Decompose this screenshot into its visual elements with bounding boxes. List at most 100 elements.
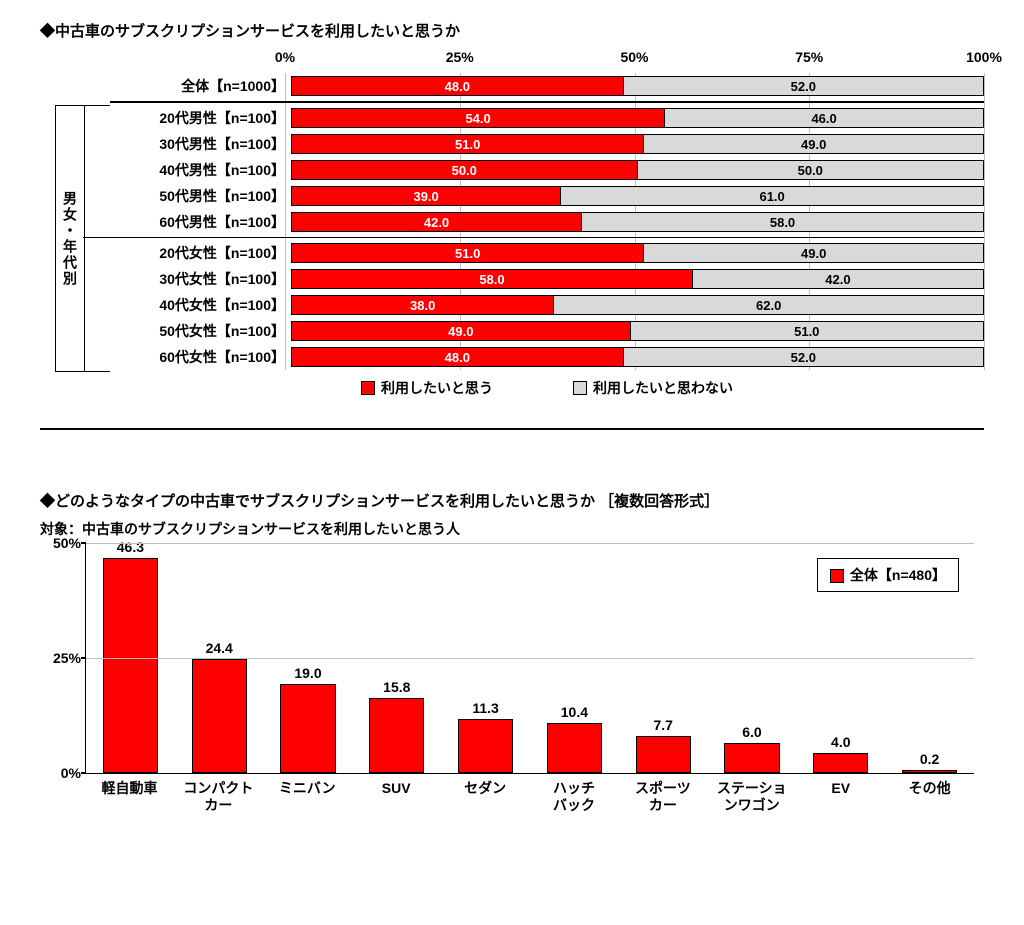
chart1-legend-item-2: 利用したいと思わない xyxy=(573,378,733,398)
chart1-row: 60代男性【n=100】42.058.0 xyxy=(110,209,984,235)
chart1-bar: 49.051.0 xyxy=(291,321,984,341)
chart1-segment-no: 52.0 xyxy=(624,347,984,367)
chart2-bar-value: 24.4 xyxy=(206,640,233,656)
chart2-bar: 10.4 xyxy=(547,723,602,773)
chart2-bar-value: 15.8 xyxy=(383,679,410,695)
chart1-segment-no: 46.0 xyxy=(665,108,984,128)
chart2-x-label: セダン xyxy=(441,774,530,814)
chart1-bar: 38.062.0 xyxy=(291,295,984,315)
chart2-bar: 24.4 xyxy=(192,659,247,773)
chart1-legend-item-1: 利用したいと思う xyxy=(361,378,493,398)
chart2-bar: 46.3 xyxy=(103,558,158,773)
chart1-row: 20代女性【n=100】51.049.0 xyxy=(110,240,984,266)
chart1-segment-no: 62.0 xyxy=(554,295,984,315)
chart2-x-labels: 軽自動車コンパクトカーミニバンSUVセダンハッチバックスポーツカーステーションワ… xyxy=(85,774,974,814)
chart1-xtick: 25% xyxy=(446,49,474,65)
chart1-row-label: 50代男性【n=100】 xyxy=(110,186,291,206)
chart1-row: 60代女性【n=100】48.052.0 xyxy=(110,344,984,370)
chart1-xtick: 50% xyxy=(620,49,648,65)
chart2-ytick: 0% xyxy=(41,765,81,781)
chart2-bar-value: 46.3 xyxy=(117,539,144,555)
legend-swatch-gray xyxy=(573,381,587,395)
chart2-bar: 15.8 xyxy=(369,698,424,773)
chart2-bar: 6.0 xyxy=(724,743,779,773)
chart1-segment-yes: 48.0 xyxy=(291,347,624,367)
chart1-xtick: 100% xyxy=(966,49,1002,65)
chart1-x-axis: 0%25%50%75%100% xyxy=(110,49,984,73)
chart2-subtitle: 対象：中古車のサブスクリプションサービスを利用したいと思う人 xyxy=(40,519,984,539)
chart1-wrap: 0%25%50%75%100% 男女・年代別 全体【n=1000】48.052.… xyxy=(110,49,984,398)
chart1-segment-no: 58.0 xyxy=(582,212,984,232)
chart1-xtick: 0% xyxy=(275,49,295,65)
chart2-bar-value: 4.0 xyxy=(831,734,850,750)
chart1-row: 30代男性【n=100】51.049.0 xyxy=(110,131,984,157)
chart1-row-label: 60代男性【n=100】 xyxy=(110,212,291,232)
chart2-plot: 全体【n=480】 46.324.419.015.811.310.47.76.0… xyxy=(85,543,974,774)
chart1-section: ◆中古車のサブスクリプションサービスを利用したいと思うか 0% 25% 50% 75%… xyxy=(40,20,984,398)
chart1-segment-yes: 54.0 xyxy=(291,108,665,128)
chart1-row: 20代男性【n=100】54.046.0 xyxy=(110,105,984,131)
chart1-segment-yes: 49.0 xyxy=(291,321,631,341)
chart2-x-label: スポーツカー xyxy=(618,774,707,814)
chart1-row: 40代男性【n=100】50.050.0 xyxy=(110,157,984,183)
chart2-x-label: SUV xyxy=(352,774,441,814)
chart1-row-label: 40代女性【n=100】 xyxy=(110,295,291,315)
chart1-group-label: 男女・年代別 xyxy=(55,105,85,372)
chart2-section: ◆どのようなタイプの中古車でサブスクリプションサービスを利用したいと思うか ［複… xyxy=(40,490,984,814)
chart2-x-label: ミニバン xyxy=(263,774,352,814)
chart1-row: 50代女性【n=100】49.051.0 xyxy=(110,318,984,344)
legend-label: 利用したいと思わない xyxy=(593,378,733,398)
chart1-row: 全体【n=1000】48.052.0 xyxy=(110,73,984,99)
chart1-bar: 39.061.0 xyxy=(291,186,984,206)
chart1-segment-no: 49.0 xyxy=(644,243,984,263)
chart1-segment-no: 52.0 xyxy=(624,76,984,96)
chart2-x-label: 軽自動車 xyxy=(85,774,174,814)
chart1-row-label: 30代女性【n=100】 xyxy=(110,269,291,289)
section-divider xyxy=(40,428,984,430)
chart1-segment-no: 50.0 xyxy=(638,160,985,180)
chart1-segment-yes: 58.0 xyxy=(291,269,693,289)
chart1-segment-no: 49.0 xyxy=(644,134,984,154)
chart1-bar: 51.049.0 xyxy=(291,134,984,154)
chart2-bar-value: 0.2 xyxy=(920,751,939,767)
chart1-segment-no: 42.0 xyxy=(693,269,984,289)
chart1-segment-yes: 48.0 xyxy=(291,76,624,96)
chart2-title: ◆どのようなタイプの中古車でサブスクリプションサービスを利用したいと思うか ［複… xyxy=(40,490,984,511)
chart1-row-label: 20代男性【n=100】 xyxy=(110,108,291,128)
legend-swatch-red xyxy=(361,381,375,395)
chart1-row-label: 40代男性【n=100】 xyxy=(110,160,291,180)
chart1-bar: 54.046.0 xyxy=(291,108,984,128)
chart1-row: 30代女性【n=100】58.042.0 xyxy=(110,266,984,292)
chart1-segment-yes: 50.0 xyxy=(291,160,638,180)
chart1-segment-yes: 39.0 xyxy=(291,186,561,206)
chart2-bar-value: 6.0 xyxy=(742,724,761,740)
chart1-row-label: 20代女性【n=100】 xyxy=(110,243,291,263)
chart1-segment-yes: 38.0 xyxy=(291,295,554,315)
chart1-bar: 48.052.0 xyxy=(291,76,984,96)
chart2-ytick: 25% xyxy=(41,650,81,666)
chart1-segment-yes: 51.0 xyxy=(291,243,644,263)
chart2-bar-value: 19.0 xyxy=(294,665,321,681)
chart1-title: ◆中古車のサブスクリプションサービスを利用したいと思うか xyxy=(40,20,984,41)
chart2-bar-value: 10.4 xyxy=(561,704,588,720)
chart1-segment-no: 51.0 xyxy=(631,321,984,341)
chart1-bar: 48.052.0 xyxy=(291,347,984,367)
chart1-rows: 男女・年代別 全体【n=1000】48.052.020代男性【n=100】54.… xyxy=(110,73,984,370)
legend-label: 利用したいと思う xyxy=(381,378,493,398)
chart1-legend: 利用したいと思う 利用したいと思わない xyxy=(110,378,984,398)
chart2-bar: 11.3 xyxy=(458,719,513,773)
chart1-segment-yes: 51.0 xyxy=(291,134,644,154)
chart2-bar: 19.0 xyxy=(280,684,335,773)
chart2-bar-value: 11.3 xyxy=(472,700,498,716)
chart1-xtick: 75% xyxy=(795,49,823,65)
chart2-bar: 0.2 xyxy=(902,770,957,773)
chart1-segment-no: 61.0 xyxy=(561,186,984,206)
chart1-bar: 58.042.0 xyxy=(291,269,984,289)
chart1-bar: 42.058.0 xyxy=(291,212,984,232)
chart2-x-label: ハッチバック xyxy=(530,774,619,814)
chart2-x-label: ステーションワゴン xyxy=(707,774,796,814)
chart1-row-label: 30代男性【n=100】 xyxy=(110,134,291,154)
chart1-row-label: 60代女性【n=100】 xyxy=(110,347,291,367)
chart1-bar: 50.050.0 xyxy=(291,160,984,180)
chart1-row-label: 50代女性【n=100】 xyxy=(110,321,291,341)
